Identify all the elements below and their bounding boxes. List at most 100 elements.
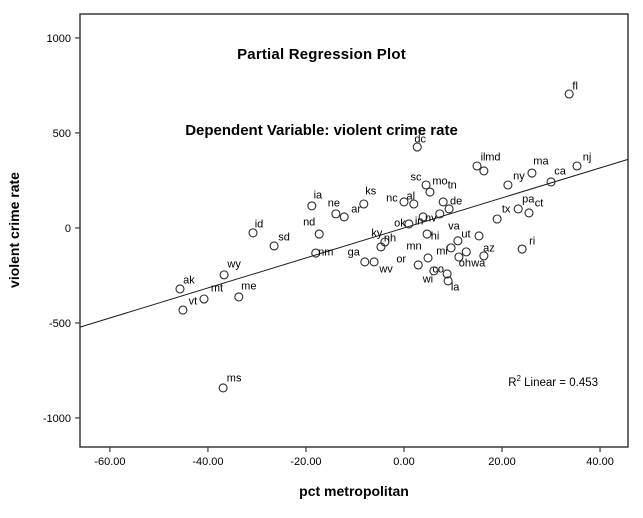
x-tick-label-2: -20.00 — [290, 456, 321, 468]
r-squared-value: Linear = 0.453 — [520, 376, 598, 389]
point-label-mi: mi — [436, 245, 448, 257]
y-axis-title: violent crime rate — [6, 172, 22, 288]
data-point-oh — [454, 252, 464, 262]
data-point-ca — [546, 177, 556, 187]
data-point-id — [248, 228, 258, 238]
point-label-ar: ar — [351, 203, 361, 215]
regression-line — [79, 158, 629, 328]
data-point-me — [234, 292, 244, 302]
point-label-nc: nc — [386, 192, 398, 204]
point-label-in: in — [415, 215, 424, 227]
point-label-al: al — [407, 190, 416, 202]
point-label-sc: sc — [411, 171, 423, 183]
point-label-ct: ct — [535, 197, 544, 209]
data-point-az — [479, 251, 489, 261]
point-label-nm: nm — [318, 247, 333, 259]
point-label-ny: ny — [513, 170, 525, 182]
data-point-al — [409, 199, 419, 209]
point-label-sd: sd — [278, 231, 290, 243]
point-label-id: id — [255, 218, 264, 230]
point-label-ca: ca — [554, 165, 567, 177]
point-label-mo: mo — [432, 176, 447, 188]
y-tick-label-3: -500 — [49, 318, 71, 330]
y-tick-label-0: 1000 — [47, 33, 71, 45]
data-point-ar — [339, 212, 349, 222]
data-point-wv — [369, 257, 379, 267]
data-point-tx — [492, 214, 502, 224]
data-point-mt — [199, 294, 209, 304]
data-point-pa — [513, 204, 523, 214]
point-label-wi: wi — [422, 273, 433, 285]
point-label-or: or — [396, 253, 406, 265]
point-label-wa: wa — [470, 257, 486, 269]
point-label-ga: ga — [348, 246, 361, 258]
point-label-mt: mt — [211, 282, 223, 294]
point-label-wv: wv — [378, 263, 393, 275]
x-axis-title: pct metropolitan — [299, 483, 409, 499]
x-tick-label-3: 0.00 — [393, 456, 414, 468]
data-point-ok — [404, 219, 414, 229]
data-point-ri — [517, 244, 527, 254]
point-label-la: la — [451, 281, 460, 293]
data-point-ne — [331, 209, 341, 219]
data-point-mi — [446, 243, 456, 253]
data-point-ia — [307, 201, 317, 211]
point-label-ky: ky — [371, 227, 383, 239]
data-point-nh — [376, 242, 386, 252]
point-label-il: il — [481, 151, 486, 163]
point-label-ma: ma — [533, 156, 549, 168]
y-tick-label-4: -1000 — [43, 413, 71, 425]
point-label-de: de — [450, 195, 462, 207]
data-point-ks — [359, 199, 369, 209]
data-point-fl — [564, 89, 574, 99]
point-label-oh: oh — [459, 258, 471, 270]
chart-title: Partial Regression Plot — [237, 46, 406, 63]
point-label-ia: ia — [314, 189, 323, 201]
point-label-md: md — [485, 151, 500, 163]
point-label-hi: hi — [431, 231, 440, 243]
data-point-wy — [219, 270, 229, 280]
point-label-me: me — [241, 280, 256, 292]
data-point-nd — [314, 229, 324, 239]
data-point-de — [444, 204, 454, 214]
data-point-tn — [438, 197, 448, 207]
y-tick-label-2: 0 — [65, 223, 71, 235]
data-point-md — [479, 166, 489, 176]
r-squared-superscript: 2 — [516, 374, 521, 383]
point-label-ms: ms — [227, 372, 242, 384]
data-point-il — [472, 161, 482, 171]
point-label-ne: ne — [328, 197, 340, 209]
point-label-ri: ri — [529, 236, 535, 248]
point-label-nv: nv — [425, 212, 437, 224]
data-point-in — [418, 212, 428, 222]
point-label-nd: nd — [303, 217, 315, 229]
data-point-ut — [474, 231, 484, 241]
data-point-wa — [461, 247, 471, 257]
data-point-sc — [421, 180, 431, 190]
y-tick-label-1: 500 — [53, 128, 71, 140]
data-point-nv — [435, 209, 445, 219]
point-label-wy: wy — [226, 258, 241, 270]
data-point-sd — [269, 241, 279, 251]
data-point-or — [413, 260, 423, 270]
x-tick-label-0: -60.00 — [94, 456, 125, 468]
data-point-nj — [572, 161, 582, 171]
point-label-fl: fl — [572, 80, 578, 92]
r-squared-prefix: R — [508, 376, 517, 389]
point-label-tx: tx — [502, 204, 511, 216]
x-tick-label-1: -40.00 — [192, 456, 223, 468]
data-point-nm — [311, 248, 321, 258]
point-label-ak: ak — [183, 274, 195, 286]
data-point-ny — [503, 180, 513, 190]
point-label-va: va — [448, 220, 461, 232]
point-label-dc: dc — [414, 133, 426, 145]
data-point-la — [443, 276, 453, 286]
data-point-wi — [429, 266, 439, 276]
data-point-dc — [412, 142, 422, 152]
point-label-tn: tn — [448, 179, 457, 191]
data-point-ms — [218, 383, 228, 393]
data-point-va — [453, 236, 463, 246]
data-point-nc — [399, 197, 409, 207]
